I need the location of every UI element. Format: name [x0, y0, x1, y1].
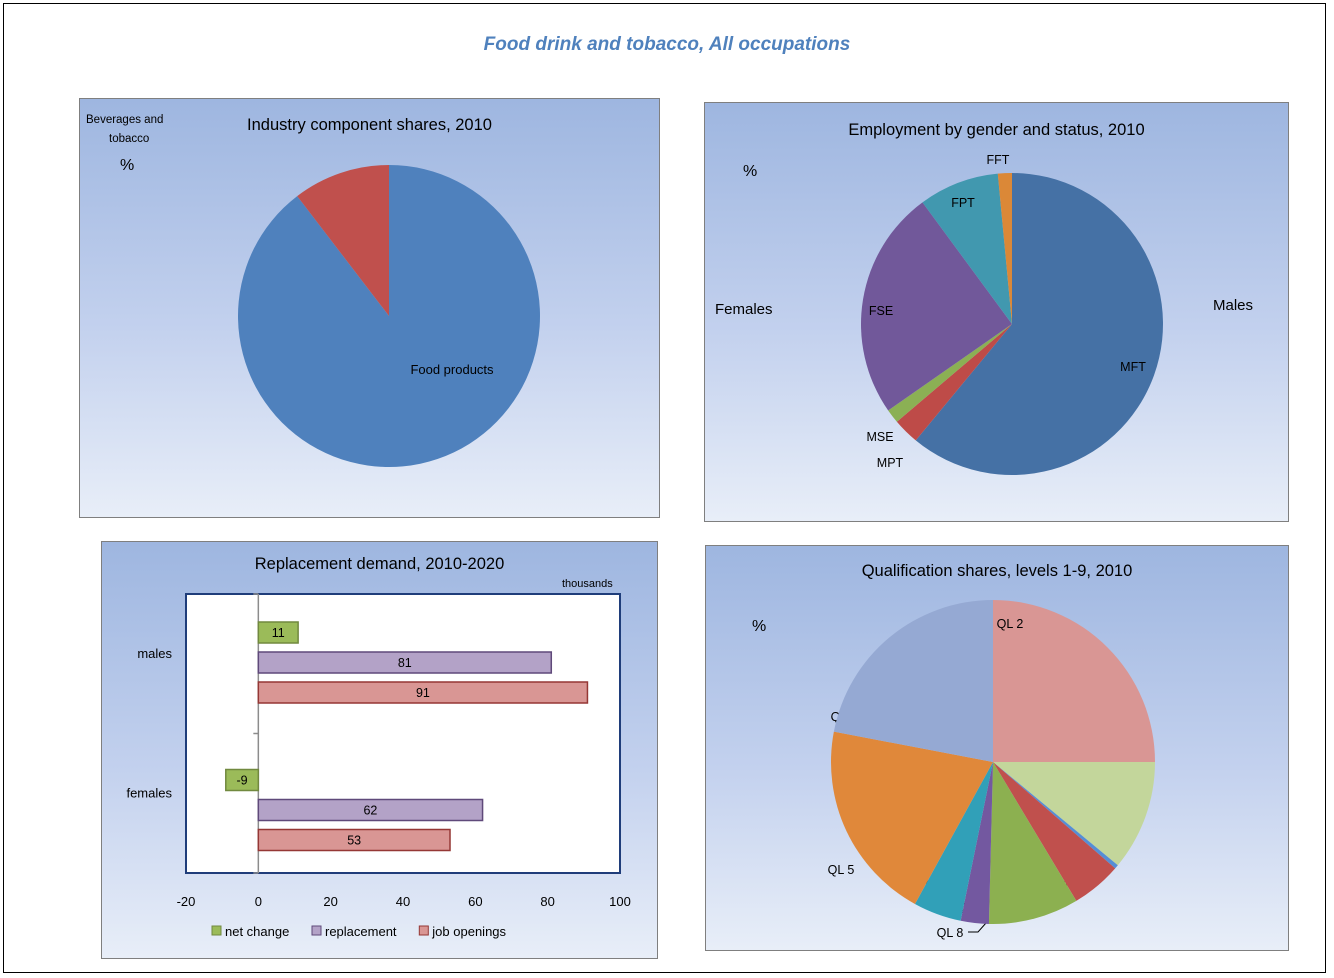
legend-swatch-net-change — [211, 925, 222, 936]
unit-label: thousands — [562, 578, 613, 590]
pie-slice-mft — [915, 173, 1163, 475]
pie-slice-fpt — [922, 173, 1012, 324]
data-label: 62 — [363, 804, 377, 818]
data-label: -9 — [236, 774, 247, 788]
x-tick-label: -20 — [177, 894, 196, 909]
pie-slice-ql-5 — [960, 762, 993, 924]
slice-label-mft: MFT — [1120, 360, 1146, 374]
chart-title: Industry component shares, 2010 — [247, 116, 492, 134]
employment-pie-chart: MFT MPT MSE FSE FPT FFT — [861, 153, 1163, 475]
chart-title: Replacement demand, 2010-2020 — [254, 555, 505, 573]
bar-replacement-females — [257, 798, 484, 822]
industry-shares-panel: Industry component shares, 2010 % Food p… — [79, 98, 660, 518]
slice-label-mpt: MPT — [877, 456, 904, 470]
x-tick-label: 100 — [609, 894, 631, 909]
x-tick-label: 80 — [540, 894, 554, 909]
data-label: 11 — [272, 626, 285, 640]
pie-slice-no-qualification — [993, 762, 1155, 866]
slice-label-ql-8: QL 8 — [937, 926, 964, 940]
x-tick-label: 0 — [255, 894, 262, 909]
unit-label: % — [752, 618, 767, 635]
industry-pie-chart: Food products Beverages and tobacco — [86, 114, 541, 467]
qualification-panel: Qualification shares, levels 1-9, 2010 %… — [705, 545, 1289, 951]
pie-slice-ql-2 — [833, 600, 993, 762]
bar-job-openings-males — [257, 681, 589, 704]
pie-slice-mse — [888, 324, 1012, 422]
legend-swatch-replacement — [311, 925, 322, 936]
pie-slice-ql-4 — [914, 762, 993, 921]
slice-label-fft: FFT — [987, 153, 1010, 167]
unit-label: % — [120, 157, 135, 174]
slice-label-ql-2: QL 2 — [997, 617, 1024, 631]
slice-label-fpt: FPT — [951, 196, 975, 210]
slice-label-fse: FSE — [869, 304, 893, 318]
pie-slice-food-products — [238, 165, 541, 467]
legend-swatch-job-openings — [418, 925, 429, 936]
slice-label: Food products — [410, 362, 494, 377]
x-tick-label: 60 — [468, 894, 482, 909]
bar-net-change-males — [257, 621, 299, 644]
bar-job-openings-females — [257, 828, 451, 852]
pie-slice-beverages-and-tobacco — [297, 165, 389, 316]
page-title: Food drink and tobacco, All occupations — [483, 34, 851, 55]
category-label-females: females — [126, 785, 172, 800]
pie-slice-ql-3 — [831, 731, 993, 904]
bar-net-change-females — [225, 768, 260, 792]
chart-title: Qualification shares, levels 1-9, 2010 — [861, 562, 1133, 580]
pie-slice-mpt — [896, 324, 1012, 441]
page-frame — [3, 3, 1326, 973]
data-label: 91 — [416, 686, 430, 700]
pie-slice-ql-7 — [993, 762, 1116, 901]
legend-label-net-change: net change — [225, 924, 289, 939]
leader-line — [968, 922, 987, 933]
category-label-males: males — [137, 646, 172, 661]
pie-slice-ql-1 — [993, 600, 1155, 762]
data-label: 53 — [347, 834, 361, 848]
replacement-bar-chart: -20 0 20 40 60 80 100 males 11 81 91 females -9 62 53 n… — [126, 593, 631, 939]
group-label-males: Males — [1213, 297, 1254, 314]
pie-slice-ql-8 — [993, 762, 1118, 869]
slice-label-ql-5: QL 5 — [828, 863, 855, 877]
slice-label-mse: MSE — [866, 430, 893, 444]
pie-slice-fse — [861, 202, 1012, 411]
unit-label: % — [743, 163, 758, 180]
replacement-panel: Replacement demand, 2010-2020 thousands … — [101, 541, 658, 959]
legend-label-replacement: replacement — [325, 924, 397, 939]
slice-label: Beverages and — [86, 114, 163, 126]
slice-label: tobacco — [109, 133, 149, 145]
bar-replacement-males — [257, 651, 553, 674]
x-tick-label: 20 — [323, 894, 337, 909]
employment-panel: Employment by gender and status, 2010 % … — [704, 102, 1289, 522]
qualification-pie-chart: QL 1NoqualificationQL 8QL 7QL 6QL 5QL 4Q… — [828, 600, 1155, 940]
x-tick-label: 40 — [396, 894, 410, 909]
data-label: 81 — [398, 656, 412, 670]
pie-slice-fft — [997, 173, 1012, 324]
chart-title: Employment by gender and status, 2010 — [848, 121, 1145, 139]
group-label-females: Females — [715, 301, 773, 318]
pie-slice-ql-6 — [988, 762, 1077, 925]
legend-label-job-openings: job openings — [431, 924, 506, 939]
